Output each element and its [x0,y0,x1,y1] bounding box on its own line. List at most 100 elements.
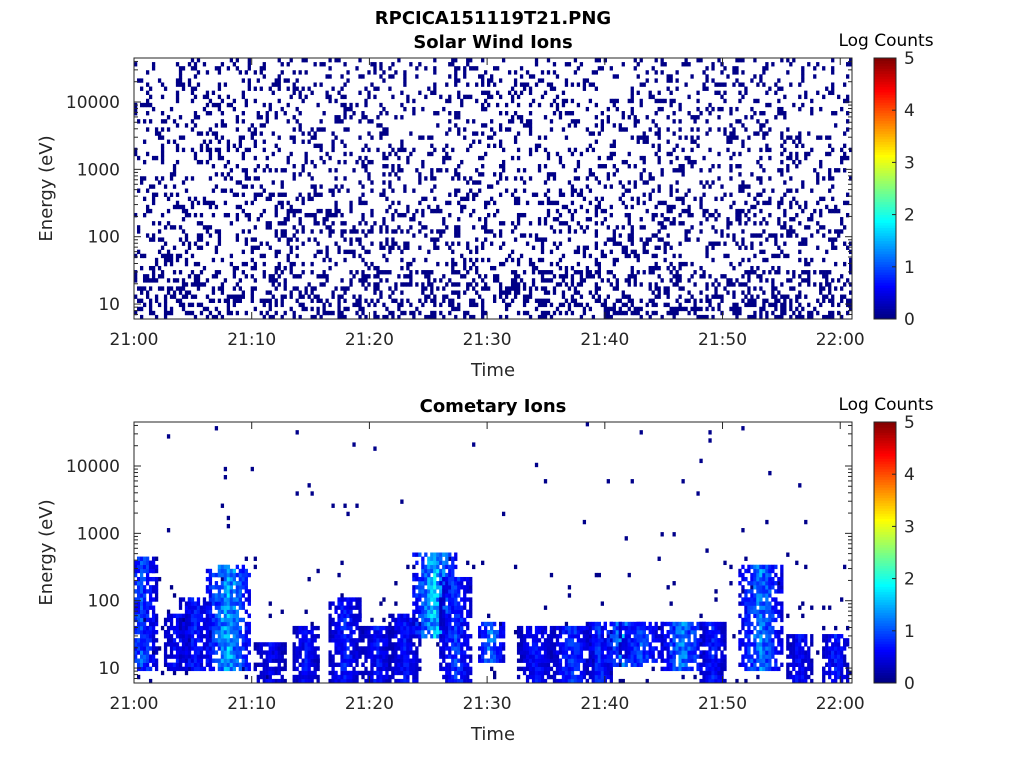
count-cell [430,270,434,275]
count-cell [331,617,335,623]
count-cell [660,70,664,75]
count-cell [639,58,643,63]
count-cell [708,111,712,116]
count-cell [229,572,234,578]
count-cell [481,298,485,303]
colorbar-segment [874,71,896,75]
count-cell [313,674,317,680]
count-cell [190,629,195,635]
count-cell [475,257,479,263]
count-cell [235,625,240,631]
count-cell [457,66,461,71]
count-cell [543,310,548,316]
count-cell [352,670,356,676]
count-cell [382,131,386,136]
count-cell [235,654,240,659]
count-cell [472,302,476,308]
count-cell [612,151,616,157]
count-cell [705,298,709,303]
count-cell [175,629,180,635]
count-cell [307,282,311,287]
count-cell [472,298,476,303]
count-cell [134,62,138,67]
count-cell [301,229,305,234]
count-cell [684,306,688,312]
count-cell [331,188,335,193]
count-cell [819,270,823,275]
count-cell [334,621,338,627]
count-cell [202,617,207,623]
count-cell [771,265,775,271]
count-cell [549,249,554,255]
count-cell [651,233,655,238]
count-cell [654,245,658,250]
colorbar-segment [874,258,896,262]
count-cell [690,127,694,132]
count-cell [627,237,631,242]
count-cell [813,74,817,79]
count-cell [193,601,198,606]
count-cell [322,274,326,279]
count-cell [478,155,482,161]
count-cell [142,556,147,561]
count-cell [163,241,168,246]
count-cell [618,241,622,246]
count-cell [370,180,374,185]
count-cell [226,666,231,672]
count-cell [498,123,503,128]
count-cell [181,621,186,627]
count-cell [421,196,425,202]
count-cell [741,274,745,279]
count-cell [151,621,156,627]
count-cell [469,58,473,63]
count-cell [525,123,530,128]
count-cell [588,200,593,206]
count-cell [151,617,156,623]
count-cell [693,119,697,124]
count-cell [163,257,168,263]
count-cell [343,102,347,108]
count-cell [819,106,823,112]
count-cell [220,646,225,651]
count-cell [268,658,272,663]
count-cell [660,212,664,218]
count-cell [669,208,673,214]
count-cell [316,241,320,246]
count-cell [295,78,299,83]
count-cell [561,274,566,279]
count-cell [328,617,332,623]
count-cell [349,102,353,108]
count-cell [406,564,410,570]
count-cell [795,212,799,218]
count-cell [136,286,141,291]
count-cell [630,237,634,242]
count-cell [582,229,587,234]
count-cell [744,127,748,132]
count-cell [744,556,748,561]
count-cell [232,274,237,279]
count-cell [268,646,272,651]
count-cell [202,646,207,651]
count-cell [142,278,147,283]
count-cell [190,658,195,663]
count-cell [340,294,344,299]
count-cell [268,302,272,308]
count-cell [331,654,335,659]
count-cell [705,253,709,259]
count-cell [663,62,667,67]
count-cell [391,237,395,242]
count-cell [819,302,823,308]
count-cell [247,572,251,578]
count-cell [490,229,494,234]
count-cell [184,609,189,614]
count-cell [223,646,228,651]
count-cell [134,212,138,218]
count-cell [669,188,673,193]
count-cell [148,102,153,108]
count-cell [238,298,242,303]
count-cell [190,662,195,667]
count-cell [490,135,494,140]
count-cell [166,528,171,533]
count-cell [819,282,823,287]
count-cell [513,274,518,279]
